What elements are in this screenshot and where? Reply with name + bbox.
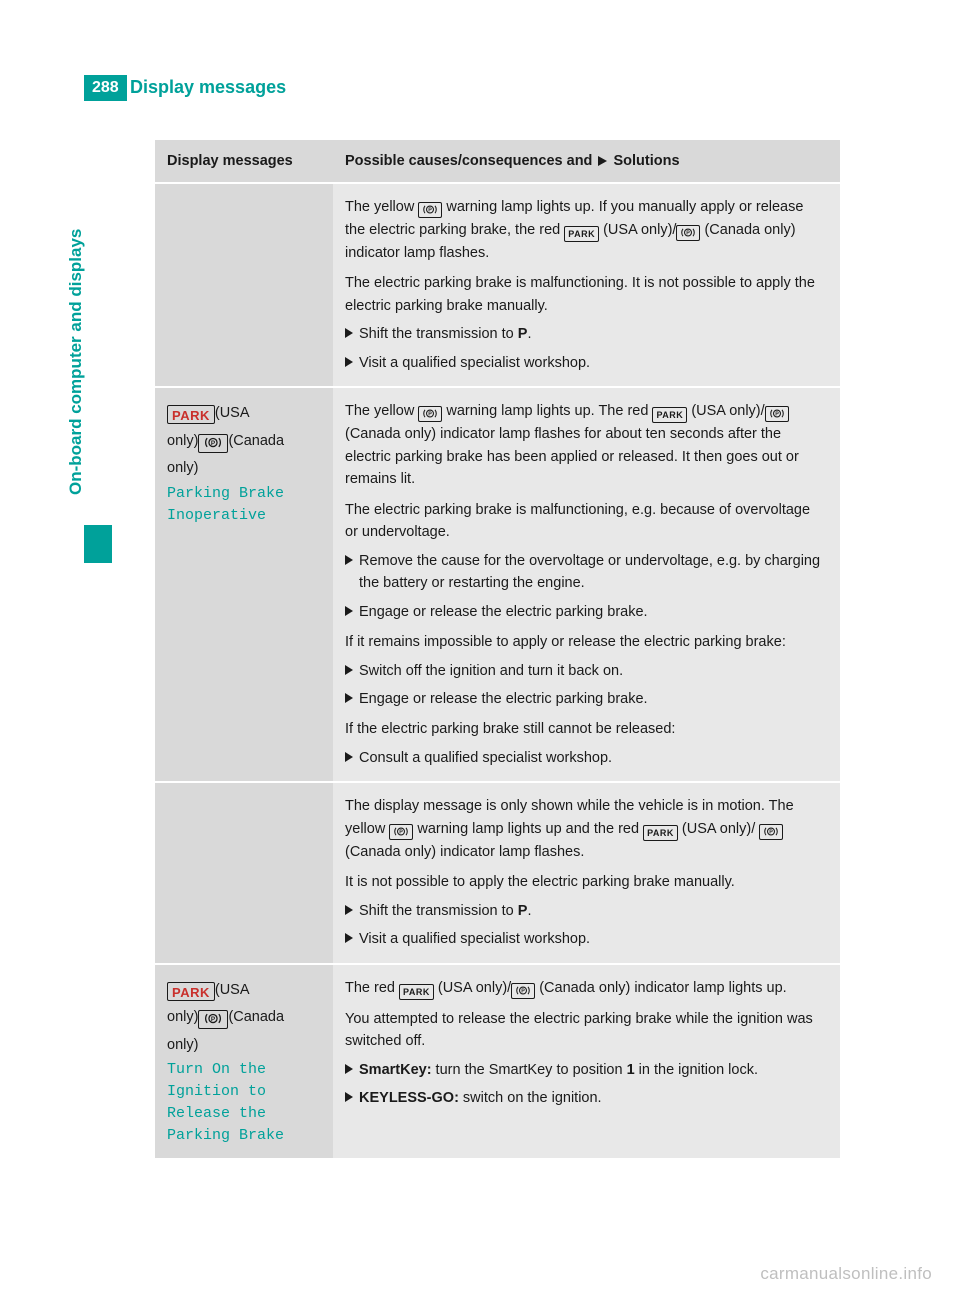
- paragraph: It is not possible to apply the electric…: [345, 871, 826, 893]
- page-number-tab: 288: [84, 75, 127, 101]
- solution-cell: The red PARK (USA only)/P (Canada only) …: [333, 964, 840, 1160]
- p-brake-icon: P: [418, 202, 442, 218]
- bullet-item: Shift the transmission to P.: [345, 323, 826, 345]
- solutions-arrow-icon: [598, 156, 607, 166]
- bullet-icon: [345, 693, 353, 703]
- park-icon: PARK: [652, 407, 687, 423]
- solution-cell: The yellow P warning lamp lights up. If …: [333, 183, 840, 387]
- solution-cell: The yellow P warning lamp lights up. The…: [333, 387, 840, 782]
- p-brake-icon: P: [676, 225, 700, 241]
- solution-cell: The display message is only shown while …: [333, 782, 840, 963]
- header-solutions: Possible causes/consequences and Solutio…: [333, 140, 840, 183]
- p-brake-icon: P: [418, 406, 442, 422]
- bullet-icon: [345, 665, 353, 675]
- park-icon: PARK: [167, 982, 215, 1001]
- chapter-title: Display messages: [130, 77, 286, 98]
- table-row: PARK(USA only)P(Canada only) Turn On the…: [155, 964, 840, 1160]
- bullet-icon: [345, 328, 353, 338]
- paragraph: The electric parking brake is malfunctio…: [345, 272, 826, 317]
- p-brake-icon: P: [759, 824, 783, 840]
- svg-text:P: P: [521, 988, 525, 994]
- display-message-cell: [155, 183, 333, 387]
- svg-text:P: P: [687, 230, 691, 236]
- bullet-icon: [345, 555, 353, 565]
- table-row: The yellow P warning lamp lights up. If …: [155, 183, 840, 387]
- bullet-item: Engage or release the electric parking b…: [345, 688, 826, 710]
- bullet-item: Remove the cause for the overvoltage or …: [345, 550, 826, 595]
- display-message-text: Parking Brake Inoperative: [167, 483, 319, 527]
- paragraph: If it remains impossible to apply or rel…: [345, 631, 826, 653]
- bullet-item: Switch off the ignition and turn it back…: [345, 660, 826, 682]
- bullet-item: KEYLESS-GO: switch on the ignition.: [345, 1087, 826, 1109]
- display-message-cell: PARK(USA only)P(Canada only) Parking Bra…: [155, 387, 333, 782]
- page: 288 Display messages On-board computer a…: [0, 0, 960, 1302]
- messages-table: Display messages Possible causes/consequ…: [155, 140, 840, 1160]
- svg-text:P: P: [211, 440, 216, 447]
- p-brake-icon: P: [198, 1010, 228, 1029]
- bullet-item: SmartKey: turn the SmartKey to position …: [345, 1059, 826, 1081]
- paragraph: The red PARK (USA only)/P (Canada only) …: [345, 977, 826, 1000]
- paragraph: If the electric parking brake still cann…: [345, 718, 826, 740]
- p-brake-icon: P: [511, 983, 535, 999]
- p-brake-icon: P: [198, 434, 228, 453]
- p-brake-icon: P: [389, 824, 413, 840]
- bullet-icon: [345, 933, 353, 943]
- park-icon: PARK: [643, 825, 678, 841]
- side-tab-block: [84, 525, 112, 563]
- bullet-icon: [345, 905, 353, 915]
- side-tab-label: On-board computer and displays: [66, 229, 86, 495]
- park-icon: PARK: [564, 226, 599, 242]
- bullet-item: Shift the transmission to P.: [345, 900, 826, 922]
- table-row: PARK(USA only)P(Canada only) Parking Bra…: [155, 387, 840, 782]
- bullet-icon: [345, 752, 353, 762]
- park-usa-canada: PARK(USA only)P(Canada only): [167, 977, 319, 1060]
- header-display-messages: Display messages: [155, 140, 333, 183]
- bullet-item: Engage or release the electric parking b…: [345, 601, 826, 623]
- bullet-icon: [345, 1092, 353, 1102]
- display-message-text: Turn On the Ignition to Release the Park…: [167, 1059, 319, 1146]
- park-usa-canada: PARK(USA only)P(Canada only): [167, 400, 319, 483]
- side-tab: On-board computer and displays: [84, 145, 110, 525]
- paragraph: The yellow P warning lamp lights up. If …: [345, 196, 826, 264]
- svg-text:P: P: [211, 1016, 216, 1023]
- bullet-item: Consult a qualified specialist workshop.: [345, 747, 826, 769]
- svg-text:P: P: [429, 412, 433, 418]
- p-brake-icon: P: [765, 406, 789, 422]
- park-icon: PARK: [167, 405, 215, 424]
- park-icon: PARK: [399, 984, 434, 1000]
- svg-text:P: P: [775, 412, 779, 418]
- display-message-cell: [155, 782, 333, 963]
- paragraph: The yellow P warning lamp lights up. The…: [345, 400, 826, 490]
- svg-text:P: P: [770, 829, 774, 835]
- bullet-icon: [345, 357, 353, 367]
- bullet-item: Visit a qualified specialist workshop.: [345, 352, 826, 374]
- paragraph: The display message is only shown while …: [345, 795, 826, 863]
- svg-text:P: P: [400, 829, 404, 835]
- table-row: The display message is only shown while …: [155, 782, 840, 963]
- paragraph: You attempted to release the electric pa…: [345, 1008, 826, 1053]
- bullet-icon: [345, 606, 353, 616]
- display-message-cell: PARK(USA only)P(Canada only) Turn On the…: [155, 964, 333, 1160]
- content-area: Display messages Possible causes/consequ…: [155, 140, 840, 1160]
- bullet-item: Visit a qualified specialist workshop.: [345, 928, 826, 950]
- svg-text:P: P: [429, 208, 433, 214]
- paragraph: The electric parking brake is malfunctio…: [345, 499, 826, 544]
- watermark: carmanualsonline.info: [760, 1264, 932, 1284]
- bullet-icon: [345, 1064, 353, 1074]
